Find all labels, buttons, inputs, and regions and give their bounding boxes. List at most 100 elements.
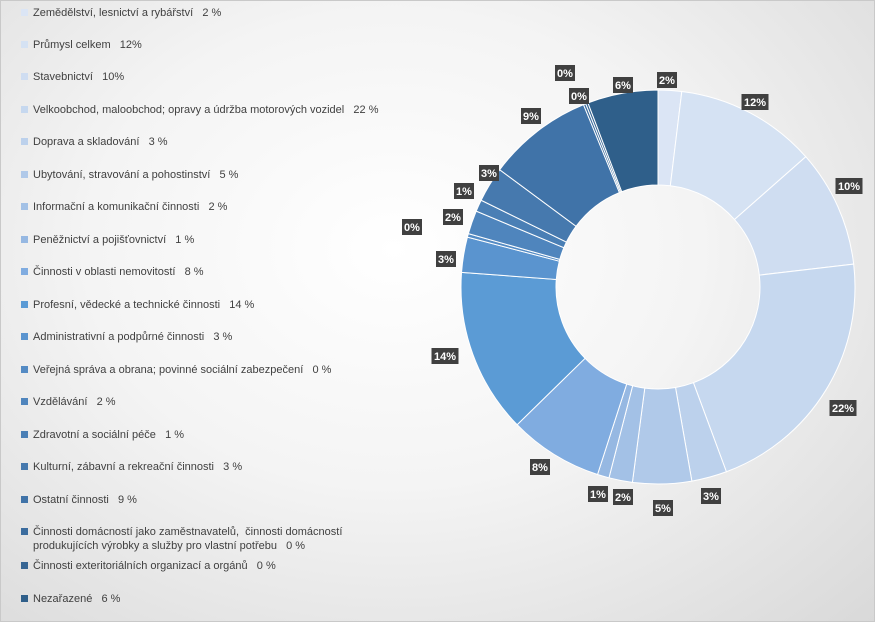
legend-swatch — [21, 366, 28, 373]
legend-label: Ubytování, stravování a pohostinství 5 % — [33, 169, 239, 181]
legend-swatch — [21, 171, 28, 178]
legend-swatch — [21, 236, 28, 243]
legend-label: Kulturní, zábavní a rekreační činnosti 3… — [33, 461, 243, 473]
data-label: 9% — [521, 108, 541, 124]
legend-label: Stavebnictví 10% — [33, 71, 125, 83]
data-label-box — [431, 348, 459, 364]
legend-swatch — [21, 73, 28, 80]
legend-item: Veřejná správa a obrana; povinné sociáln… — [21, 363, 331, 377]
data-label-text: 3% — [481, 168, 497, 180]
data-label-text: 6% — [615, 80, 631, 92]
legend-item: Činnosti exteritoriálních organizací a o… — [21, 559, 276, 573]
data-label-text: 0% — [557, 68, 573, 80]
legend-swatch — [21, 528, 28, 535]
data-label: 14% — [431, 348, 459, 364]
legend-label: Doprava a skladování 3 % — [33, 136, 168, 148]
legend-label: Činnosti v oblasti nemovitostí 8 % — [33, 266, 204, 278]
data-label-text: 9% — [523, 111, 539, 123]
legend-swatch — [21, 562, 28, 569]
legend-item: Nezařazené 6 % — [21, 592, 120, 606]
data-label-text: 8% — [532, 462, 548, 474]
legend-label: Ostatní činnosti 9 % — [33, 494, 137, 506]
legend-swatch — [21, 463, 28, 470]
data-label-box — [701, 488, 721, 504]
data-label: 22% — [829, 400, 857, 416]
legend-item: Informační a komunikační činnosti 2 % — [21, 200, 227, 214]
data-label: 3% — [479, 165, 499, 181]
data-label: 3% — [701, 488, 721, 504]
legend-label: Zemědělství, lesnictví a rybářství 2 % — [33, 7, 222, 19]
legend-label: Administrativní a podpůrné činnosti 3 % — [33, 331, 233, 343]
legend-item: Stavebnictví 10% — [21, 70, 124, 84]
data-label-box — [741, 94, 769, 110]
legend-item: Profesní, vědecké a technické činnosti 1… — [21, 298, 254, 312]
legend-swatch — [21, 431, 28, 438]
data-label: 5% — [653, 500, 673, 516]
legend-item: Zemědělství, lesnictví a rybářství 2 % — [21, 6, 221, 20]
legend-label: Informační a komunikační činnosti 2 % — [33, 201, 228, 213]
donut-slice — [692, 263, 856, 473]
data-label-box — [555, 65, 575, 81]
data-label-box — [454, 183, 474, 199]
data-label-text: 3% — [703, 491, 719, 503]
legend-item: Ostatní činnosti 9 % — [21, 493, 137, 507]
data-label-text: 0% — [571, 91, 587, 103]
legend-item: Činnosti v oblasti nemovitostí 8 % — [21, 265, 204, 279]
data-label-box — [657, 72, 677, 88]
legend-swatch — [21, 398, 28, 405]
data-label: 2% — [613, 489, 633, 505]
data-label-text: 2% — [615, 492, 631, 504]
legend-swatch — [21, 9, 28, 16]
legend-label: Veřejná správa a obrana; povinné sociáln… — [33, 364, 332, 376]
data-label-text: 3% — [438, 254, 454, 266]
legend-label: Činnosti domácností jako zaměstnavatelů,… — [33, 526, 343, 552]
data-label-box — [443, 209, 463, 225]
data-label-text: 12% — [744, 97, 766, 109]
data-label: 12% — [741, 94, 769, 110]
legend-label: Velkoobchod, maloobchod; opravy a údržba… — [33, 104, 379, 116]
data-label-box — [613, 77, 633, 93]
data-label-text: 22% — [832, 403, 854, 415]
legend-swatch — [21, 301, 28, 308]
legend-item: Administrativní a podpůrné činnosti 3 % — [21, 330, 232, 344]
data-label: 1% — [454, 183, 474, 199]
legend-label: Vzdělávání 2 % — [33, 396, 116, 408]
data-label: 1% — [588, 486, 608, 502]
legend-swatch — [21, 268, 28, 275]
data-label-text: 10% — [838, 181, 860, 193]
data-label-box — [479, 165, 499, 181]
data-label: 3% — [436, 251, 456, 267]
legend-item: Peněžnictví a pojišťovnictví 1 % — [21, 233, 194, 247]
legend-swatch — [21, 595, 28, 602]
legend-label: Peněžnictví a pojišťovnictví 1 % — [33, 234, 195, 246]
data-label-box — [402, 219, 422, 235]
legend-label: Profesní, vědecké a technické činnosti 1… — [33, 299, 255, 311]
data-label-text: 2% — [445, 212, 461, 224]
legend-item: Zdravotní a sociální péče 1 % — [21, 428, 184, 442]
legend-label: Činnosti exteritoriálních organizací a o… — [33, 560, 276, 572]
legend-item: Průmysl celkem 12% — [21, 38, 142, 52]
legend-item: Činnosti domácností jako zaměstnavatelů,… — [21, 525, 342, 553]
data-label: 8% — [530, 459, 550, 475]
data-label-text: 2% — [659, 75, 675, 87]
data-label-box — [829, 400, 857, 416]
legend-swatch — [21, 138, 28, 145]
data-label-box — [835, 178, 863, 194]
legend-swatch — [21, 496, 28, 503]
data-label: 0% — [555, 65, 575, 81]
data-label: 0% — [569, 88, 589, 104]
legend-swatch — [21, 203, 28, 210]
data-label: 2% — [443, 209, 463, 225]
legend-item: Kulturní, zábavní a rekreační činnosti 3… — [21, 460, 242, 474]
data-label-box — [569, 88, 589, 104]
legend-swatch — [21, 333, 28, 340]
legend-swatch — [21, 41, 28, 48]
data-label-text: 1% — [456, 186, 472, 198]
legend-item: Ubytování, stravování a pohostinství 5 % — [21, 168, 238, 182]
legend-label: Zdravotní a sociální péče 1 % — [33, 429, 185, 441]
data-label-text: 5% — [655, 503, 671, 515]
data-label-box — [588, 486, 608, 502]
legend-swatch — [21, 106, 28, 113]
